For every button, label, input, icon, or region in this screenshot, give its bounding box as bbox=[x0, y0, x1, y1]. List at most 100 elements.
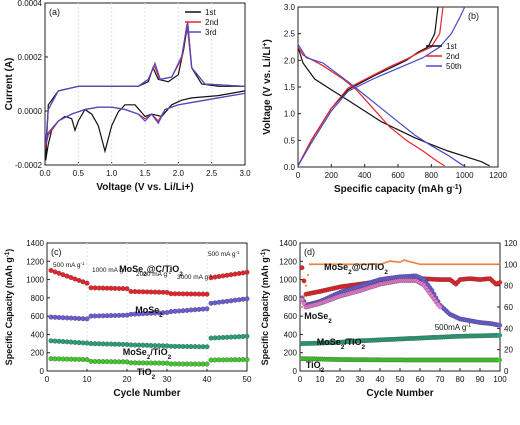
efficiency-point-d bbox=[413, 261, 415, 264]
y2-tick-label-d: 120 bbox=[504, 239, 518, 248]
efficiency-point-d bbox=[489, 263, 491, 266]
efficiency-point-d bbox=[339, 263, 341, 266]
efficiency-point-d bbox=[471, 263, 473, 266]
x-tick-label-d: 60 bbox=[416, 375, 425, 384]
efficiency-point-d bbox=[321, 263, 323, 266]
data-point-d bbox=[497, 333, 503, 338]
x-tick-label-c: 0 bbox=[45, 375, 50, 384]
efficiency-point-d bbox=[441, 263, 443, 266]
x-tick-label-a: 2.5 bbox=[206, 169, 218, 178]
efficiency-point-d bbox=[391, 260, 393, 263]
panel-label-c: (c) bbox=[51, 247, 62, 257]
x-tick-label-d: 50 bbox=[396, 375, 405, 384]
efficiency-point-d bbox=[383, 262, 385, 265]
y-tick-label-d: 1000 bbox=[279, 276, 297, 285]
x-tick-label-c: 30 bbox=[163, 375, 172, 384]
data-point-c bbox=[216, 274, 222, 279]
efficiency-point-d bbox=[421, 263, 423, 266]
efficiency-point-d bbox=[409, 260, 411, 263]
efficiency-point-d bbox=[403, 259, 405, 262]
series-label-c-MoSe2@C/TiO2: MoSe2@C/TiO2 bbox=[119, 264, 183, 278]
x-axis-title-a: Voltage (V vs. Li/Li+) bbox=[96, 182, 193, 193]
series-discharge-b-1st bbox=[297, 46, 490, 167]
x-tick-label-a: 1.5 bbox=[139, 169, 151, 178]
panel-label-b: (b) bbox=[468, 11, 479, 21]
x-axis-title-b: Specific capacity (mAh g-1) bbox=[334, 184, 462, 196]
efficiency-point-d bbox=[397, 261, 399, 263]
efficiency-point-d bbox=[459, 263, 461, 266]
rate-label-c: 1000 mA g-1 bbox=[92, 266, 128, 275]
y-tick-label-d: 1200 bbox=[279, 257, 297, 266]
x-tick-label-b: 1000 bbox=[456, 171, 474, 180]
legend-label-a-2nd: 2nd bbox=[205, 18, 218, 27]
efficiency-point-d bbox=[395, 260, 397, 263]
efficiency-point-d bbox=[371, 263, 373, 266]
data-point-d bbox=[497, 357, 503, 363]
efficiency-point-d bbox=[389, 260, 391, 263]
x-tick-label-d: 30 bbox=[356, 375, 365, 384]
series-charge-b-1st bbox=[297, 6, 439, 167]
efficiency-point-d bbox=[393, 260, 395, 263]
y-tick-label-d: 200 bbox=[284, 349, 298, 358]
legend-label-b-1st: 1st bbox=[446, 42, 457, 51]
y-tick-label-c: 0 bbox=[40, 367, 45, 376]
data-point-c bbox=[124, 359, 130, 365]
x-tick-label-d: 10 bbox=[316, 375, 325, 384]
annotation-d: 500mA g-1 bbox=[435, 323, 472, 332]
y-tick-label-d: 600 bbox=[284, 312, 298, 321]
data-point-c bbox=[224, 272, 230, 278]
data-point-c bbox=[84, 357, 90, 363]
x-tick-label-d: 80 bbox=[456, 375, 465, 384]
data-point-c bbox=[228, 272, 234, 278]
efficiency-point-d bbox=[343, 263, 345, 266]
efficiency-point-d bbox=[351, 263, 353, 266]
efficiency-point-d bbox=[483, 263, 485, 266]
data-point-c bbox=[204, 291, 210, 297]
efficiency-point-d bbox=[453, 263, 455, 266]
efficiency-point-d bbox=[307, 274, 309, 276]
data-point-c bbox=[244, 269, 250, 275]
data-point-c bbox=[212, 274, 218, 280]
efficiency-point-d bbox=[325, 263, 327, 266]
rate-label-c: 2000 mA g-1 bbox=[136, 270, 172, 279]
efficiency-point-d bbox=[415, 262, 417, 265]
efficiency-point-d bbox=[301, 306, 303, 308]
efficiency-point-d bbox=[359, 263, 361, 266]
efficiency-point-d bbox=[355, 263, 357, 266]
efficiency-point-d bbox=[375, 263, 377, 266]
efficiency-point-d bbox=[401, 260, 403, 263]
efficiency-point-d bbox=[433, 263, 435, 266]
efficiency-point-d bbox=[491, 263, 493, 266]
efficiency-point-d bbox=[311, 263, 313, 266]
series-discharge-b-2nd bbox=[297, 46, 446, 167]
series-label-d-MoSe2/TiO2: MoSe2/TiO2 bbox=[317, 337, 366, 351]
efficiency-point-d bbox=[317, 263, 319, 266]
data-point-d bbox=[497, 280, 503, 285]
efficiency-point-d bbox=[373, 263, 375, 266]
efficiency-point-d bbox=[335, 263, 337, 266]
y-tick-label-c: 400 bbox=[31, 330, 45, 339]
data-point-c bbox=[236, 271, 242, 276]
x-tick-label-d: 90 bbox=[476, 375, 485, 384]
efficiency-point-d bbox=[435, 263, 437, 266]
efficiency-point-d bbox=[337, 263, 339, 266]
efficiency-point-d bbox=[443, 263, 445, 266]
x-axis-title-c: Cycle Number bbox=[113, 388, 180, 399]
y-tick-label-d: 800 bbox=[284, 294, 298, 303]
panel-d-cycling-performance: 0 10 20 30 40 50 60 70 80 90 100020040060080010001… bbox=[260, 239, 518, 399]
panel-b-charge-discharge: 0 200 400 600 800 1000 1200 0.0 0.5 1.0 1.5 2.0 2.5 3… bbox=[262, 3, 508, 195]
y-tick-label-a: 0.0002 bbox=[18, 53, 43, 62]
efficiency-point-d bbox=[379, 263, 381, 266]
series-label-d-MoSe2@C/TiO2: MoSe2@C/TiO2 bbox=[324, 262, 388, 276]
series-label-c-TiO2: TiO2 bbox=[137, 367, 156, 381]
efficiency-point-d bbox=[479, 263, 481, 266]
efficiency-point-d bbox=[357, 263, 359, 266]
efficiency-point-d bbox=[377, 263, 379, 266]
data-point-d bbox=[497, 323, 503, 328]
x-tick-label-a: 1.0 bbox=[106, 169, 118, 178]
legend-label-a-3rd: 3rd bbox=[205, 28, 217, 37]
y-tick-label-c: 800 bbox=[31, 294, 45, 303]
series-label-c-MoSe2/TiO2: MoSe2/TiO2 bbox=[123, 347, 172, 361]
panel-label-d: (d) bbox=[304, 247, 315, 257]
